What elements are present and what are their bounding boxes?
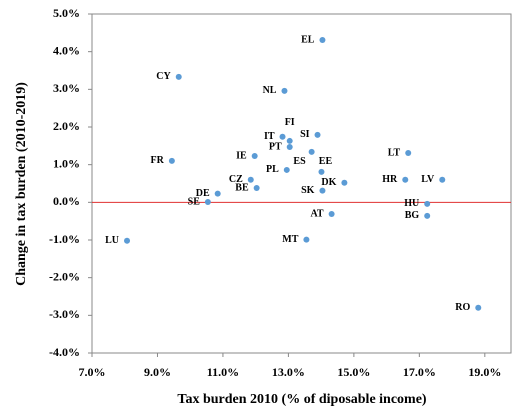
point [251, 153, 258, 160]
point-label: SK [301, 185, 315, 196]
point-label: SI [300, 129, 310, 140]
point [328, 211, 335, 218]
point-label: LT [388, 147, 401, 158]
point [439, 176, 446, 183]
x-tick-label: 17.0% [403, 365, 436, 379]
point [204, 198, 211, 205]
point-label: DE [196, 188, 210, 199]
point-label: IT [264, 131, 275, 142]
point [319, 187, 326, 194]
point [214, 190, 221, 197]
point-label: BE [235, 182, 249, 193]
point [175, 73, 182, 80]
point [402, 176, 409, 183]
point-label: ES [293, 156, 306, 167]
y-tick-label: 3.0% [53, 81, 80, 95]
x-tick-label: 11.0% [207, 365, 239, 379]
point [286, 143, 293, 150]
y-tick-label: -1.0% [49, 232, 80, 246]
point [319, 36, 326, 43]
point [341, 179, 348, 186]
point-label: HR [382, 174, 398, 185]
point-label: LU [105, 235, 119, 246]
point [281, 87, 288, 94]
point-label: EE [319, 156, 333, 167]
point [314, 131, 321, 138]
point [124, 237, 131, 244]
point [424, 212, 431, 219]
y-tick-label: 1.0% [53, 156, 80, 170]
point-label: CY [156, 71, 171, 82]
point-label: HU [404, 198, 419, 209]
point [247, 176, 254, 183]
point-label: LV [421, 174, 435, 185]
point [475, 304, 482, 311]
y-tick-label: 4.0% [53, 43, 80, 57]
point-label: CZ [229, 174, 243, 185]
point-label: RO [455, 302, 470, 313]
point [279, 133, 286, 140]
point [308, 148, 315, 155]
x-axis-title: Tax burden 2010 (% of diposable income) [177, 392, 427, 407]
point-label: FI [285, 117, 295, 128]
point-label: MT [282, 234, 298, 245]
point-label: BG [405, 210, 420, 221]
y-tick-label: -2.0% [49, 269, 80, 283]
point [283, 166, 290, 173]
y-tick-label: -4.0% [49, 345, 80, 359]
point [318, 168, 325, 175]
y-tick-label: 0.0% [53, 194, 80, 208]
point-label: SE [188, 196, 201, 207]
plot-frame [91, 13, 512, 354]
x-tick-label: 15.0% [337, 365, 370, 379]
point [405, 149, 412, 156]
point [253, 185, 260, 192]
point [286, 137, 293, 144]
point-label: EL [301, 34, 315, 45]
point-label: NL [263, 85, 277, 96]
point-label: FR [151, 155, 165, 166]
x-tick-label: 13.0% [272, 365, 305, 379]
y-axis-title: Change in tax burden (2010-2019) [14, 82, 29, 286]
y-tick-label: 5.0% [53, 6, 80, 20]
point [303, 236, 310, 243]
y-tick-label: -3.0% [49, 307, 80, 321]
point [424, 200, 431, 207]
x-tick-label: 7.0% [79, 365, 106, 379]
point-label: PL [266, 164, 279, 175]
point-label: PT [269, 141, 282, 152]
point-label: DK [321, 177, 336, 188]
point [168, 157, 175, 164]
x-tick-label: 19.0% [468, 365, 501, 379]
x-tick-label: 9.0% [144, 365, 171, 379]
y-tick-label: 2.0% [53, 119, 80, 133]
point-label: IE [236, 150, 247, 161]
point-label: AT [310, 208, 323, 219]
